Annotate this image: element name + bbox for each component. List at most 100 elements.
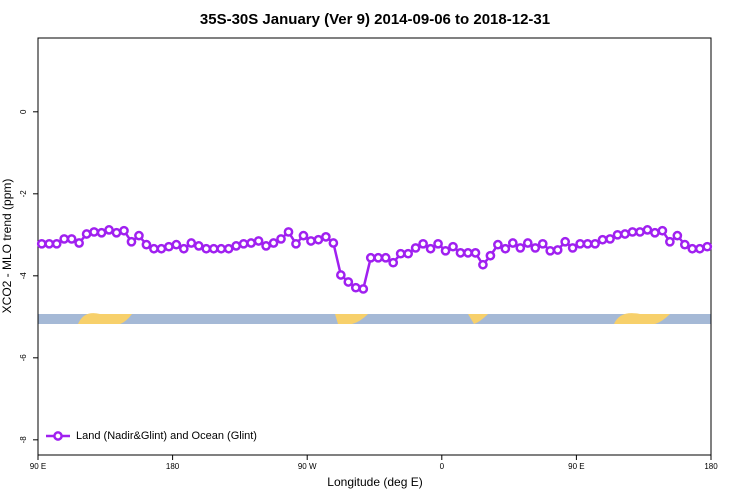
data-point	[657, 225, 668, 236]
data-point	[560, 236, 571, 247]
data-point	[44, 238, 55, 249]
data-point	[552, 245, 563, 255]
data-point	[507, 238, 518, 248]
data-point	[448, 241, 458, 252]
data-point	[582, 238, 593, 249]
data-point	[350, 282, 361, 293]
data-point	[687, 243, 698, 254]
data-point	[223, 243, 234, 254]
data-point	[612, 229, 623, 240]
data-point	[171, 239, 182, 250]
data-point	[216, 243, 227, 254]
data-point	[575, 238, 585, 249]
data-point	[635, 227, 645, 237]
data-point	[702, 241, 713, 252]
data-point	[567, 243, 578, 253]
data-point	[178, 243, 189, 254]
chart-title: 35S-30S January (Ver 9) 2014-09-06 to 20…	[200, 11, 550, 28]
data-point	[261, 241, 271, 251]
data-point	[530, 243, 541, 253]
data-point	[238, 238, 249, 249]
legend-marker	[53, 431, 63, 441]
data-point	[515, 243, 526, 253]
data-point	[627, 227, 638, 237]
data-point	[291, 238, 301, 249]
data-point	[201, 243, 212, 254]
data-point	[126, 236, 137, 247]
data-point	[66, 234, 77, 244]
data-point	[186, 238, 197, 248]
data-point	[463, 248, 473, 258]
data-point	[104, 225, 114, 235]
x-tick-label: 180	[704, 462, 718, 471]
y-tick-label: -6	[19, 354, 28, 362]
data-point	[493, 239, 503, 250]
data-point	[694, 243, 705, 254]
data-point	[395, 248, 406, 259]
data-point	[410, 243, 421, 253]
data-point	[620, 229, 630, 239]
x-tick-label: 180	[166, 462, 180, 471]
data-point	[164, 241, 174, 252]
data-point	[679, 239, 690, 250]
data-point	[298, 230, 309, 241]
data-point	[500, 243, 511, 254]
data-point	[51, 238, 62, 249]
y-tick-label: -8	[19, 436, 28, 444]
data-point	[642, 225, 653, 235]
data-point	[455, 248, 466, 258]
data-point	[283, 227, 294, 237]
x-tick-label: 0	[440, 462, 445, 471]
data-point	[119, 225, 129, 236]
data-point	[590, 238, 600, 249]
data-point	[328, 238, 339, 248]
legend-label: Land (Nadir&Glint) and Ocean (Glint)	[76, 430, 257, 442]
data-point	[208, 243, 219, 254]
data-point	[134, 230, 144, 241]
data-point	[336, 270, 346, 280]
data-point	[605, 234, 615, 244]
x-tick-label: 90 E	[30, 462, 46, 471]
data-point	[365, 252, 376, 263]
data-point	[672, 230, 683, 241]
data-point	[306, 236, 316, 246]
data-point	[597, 234, 608, 245]
data-point	[380, 252, 391, 263]
data-point	[89, 227, 99, 237]
data-point	[470, 248, 481, 258]
y-axis-label: XCO2 - MLO trend (ppm)	[0, 179, 14, 314]
data-point	[545, 245, 556, 256]
data-point	[231, 241, 242, 251]
data-point	[433, 238, 443, 249]
data-point	[388, 257, 399, 268]
data-point	[156, 243, 167, 254]
data-point	[246, 238, 256, 248]
plot-frame	[37, 37, 712, 456]
data-point	[358, 284, 369, 294]
data-point	[276, 234, 286, 244]
y-tick-label: 0	[19, 109, 28, 114]
data-point	[268, 238, 279, 248]
data-point	[74, 238, 84, 248]
data-point	[403, 248, 413, 259]
data-point	[440, 245, 451, 256]
data-point	[425, 243, 436, 254]
x-axis-label: Longitude (deg E)	[327, 475, 422, 489]
data-point	[81, 229, 92, 239]
data-point	[522, 238, 533, 248]
data-point	[96, 227, 107, 238]
data-point	[537, 238, 548, 249]
data-point	[59, 234, 70, 244]
data-point	[313, 234, 324, 245]
data-point	[111, 227, 122, 238]
data-point	[36, 238, 47, 249]
data-point	[141, 239, 152, 250]
y-tick-label: -4	[19, 272, 28, 280]
data-point	[343, 277, 354, 287]
data-point	[478, 259, 488, 270]
data-point	[373, 252, 384, 263]
data-point	[321, 232, 331, 242]
data-point	[485, 250, 496, 261]
data-point	[418, 238, 428, 249]
